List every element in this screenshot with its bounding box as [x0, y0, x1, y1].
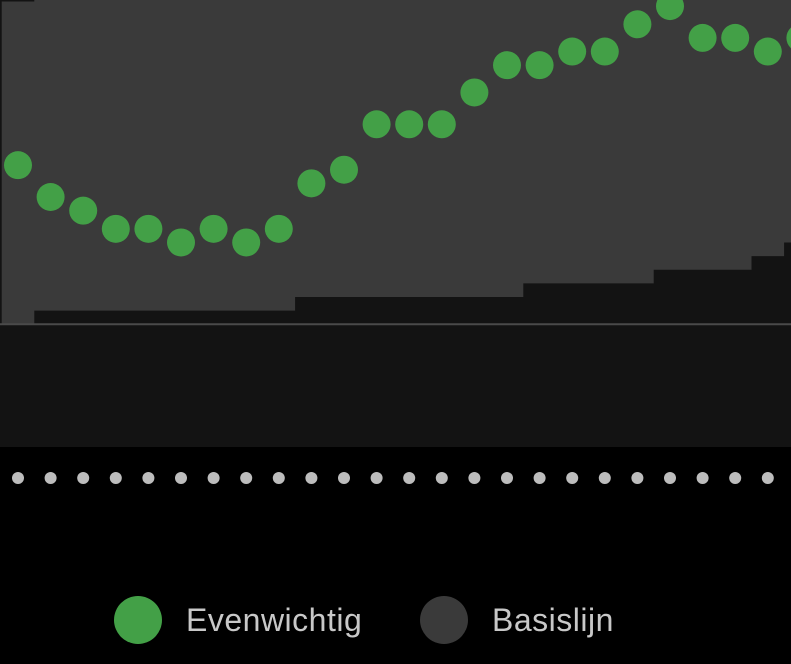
data-point — [688, 23, 717, 52]
data-point — [232, 228, 261, 257]
x-axis-markers — [12, 472, 774, 484]
data-point — [101, 214, 130, 243]
data-point — [753, 37, 782, 66]
baseline-band-area — [1, 0, 791, 325]
data-point — [167, 228, 195, 257]
x-tick-marker — [142, 472, 155, 484]
x-tick-marker — [12, 472, 24, 484]
legend-label-basislijn: Basislijn — [492, 601, 614, 638]
x-tick-marker — [664, 472, 676, 484]
data-point — [297, 169, 326, 198]
data-point — [362, 110, 391, 139]
x-tick-marker — [696, 472, 709, 484]
data-point — [493, 51, 521, 80]
legend-label-evenwichtig: Evenwichtig — [186, 601, 363, 638]
x-tick-marker — [533, 472, 546, 484]
x-tick-marker — [598, 472, 611, 484]
x-tick-marker — [566, 472, 579, 484]
x-tick-marker — [44, 472, 57, 484]
legend-item-basislijn: Basislijn — [420, 596, 614, 644]
legend-swatch-evenwichtig — [114, 596, 162, 644]
x-tick-marker — [338, 472, 350, 484]
x-tick-marker — [272, 472, 285, 484]
series-evenwichtig — [4, 0, 791, 257]
data-point — [656, 0, 684, 21]
data-point — [558, 37, 587, 66]
x-tick-marker — [631, 472, 644, 484]
x-tick-marker — [501, 472, 513, 484]
x-tick-marker — [729, 472, 742, 484]
data-point — [427, 110, 456, 139]
data-point — [36, 183, 65, 211]
x-tick-marker — [77, 472, 90, 484]
data-point — [623, 10, 652, 39]
data-point — [721, 23, 750, 52]
data-point — [4, 151, 32, 180]
x-tick-marker — [435, 472, 448, 484]
x-tick-marker — [370, 472, 383, 484]
x-tick-marker — [240, 472, 253, 484]
data-point — [264, 214, 293, 243]
data-point — [525, 51, 554, 80]
x-tick-marker — [305, 472, 318, 484]
baseline-band — [1, 0, 791, 325]
x-tick-marker — [207, 472, 220, 484]
x-tick-marker — [761, 472, 774, 484]
data-point — [134, 214, 163, 243]
chart — [0, 0, 791, 484]
x-tick-marker — [468, 472, 481, 484]
x-tick-marker — [403, 472, 416, 484]
data-point — [330, 155, 358, 184]
data-point — [199, 214, 228, 243]
data-point — [69, 196, 98, 225]
data-point — [395, 110, 424, 139]
data-point — [590, 37, 619, 66]
legend: Evenwichtig Basislijn — [0, 590, 791, 654]
legend-item-evenwichtig: Evenwichtig — [114, 596, 362, 644]
data-point — [786, 27, 791, 49]
x-tick-marker — [175, 472, 187, 484]
x-tick-marker — [109, 472, 122, 484]
legend-swatch-basislijn — [420, 596, 468, 644]
data-point — [460, 78, 489, 107]
